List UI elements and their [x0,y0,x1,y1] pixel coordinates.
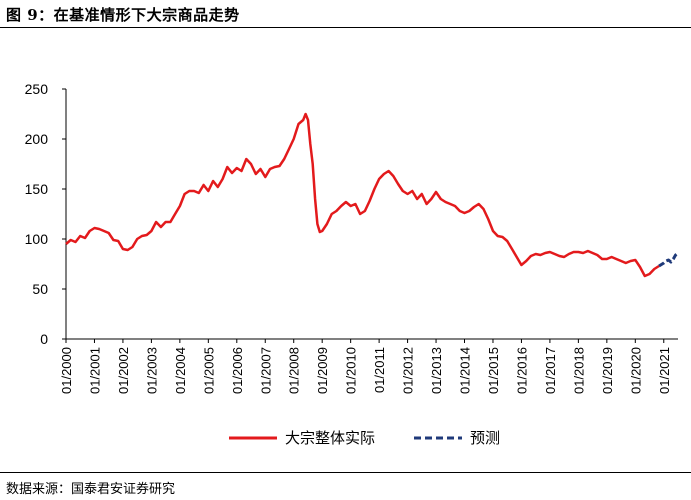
x-tick-label: 01/2017 [543,347,558,394]
x-tick-label: 01/2005 [201,347,216,394]
x-tick-label: 01/2015 [486,347,501,394]
forecast-series-line [658,251,679,268]
x-tick-label: 01/2009 [315,347,330,394]
x-tick-label: 01/2002 [116,347,131,394]
legend-label-actual: 大宗整体实际 [285,429,375,447]
x-tick-label: 01/2003 [144,347,159,394]
source-rule [0,472,691,473]
x-tick-label: 01/2013 [429,347,444,394]
x-tick-label: 01/2021 [657,347,672,394]
x-tick-label: 01/2018 [571,347,586,394]
legend-label-forecast: 预测 [470,430,500,447]
y-tick-label: 200 [25,131,49,147]
y-tick-label: 0 [40,331,48,347]
legend: 大宗整体实际 预测 [229,429,500,447]
actual-series-line [65,112,660,278]
x-tick-label: 01/2020 [628,347,643,394]
x-tick-label: 01/2014 [458,347,473,394]
x-tick-label: 01/2012 [401,347,416,394]
x-tick-label: 01/2007 [258,347,273,394]
x-tick-label: 01/2006 [230,347,245,394]
x-tick-label: 01/2016 [514,347,529,394]
x-tick-label: 01/2010 [344,347,359,394]
x-tick-label: 01/2008 [287,347,302,394]
series-layer [65,112,679,278]
title-rule [0,27,691,28]
source-note: 数据来源：国泰君安证券研究 [6,482,176,497]
figure-title: 图 9：在基准情形下大宗商品走势 [6,6,240,24]
y-tick-label: 250 [25,81,49,97]
y-tick-label: 100 [25,231,49,247]
x-tick-label: 01/2000 [59,347,74,394]
x-tick-label: 01/2019 [600,347,615,394]
y-tick-label: 50 [32,281,48,297]
axes: 0 50 100 150 200 250 01/2000 01/2001 01/2002 01/2… [25,81,678,394]
x-tick-label: 01/2011 [372,347,387,393]
x-tick-label: 01/2004 [173,347,188,394]
x-tick-label: 01/2001 [87,347,102,394]
y-tick-label: 150 [25,181,49,197]
